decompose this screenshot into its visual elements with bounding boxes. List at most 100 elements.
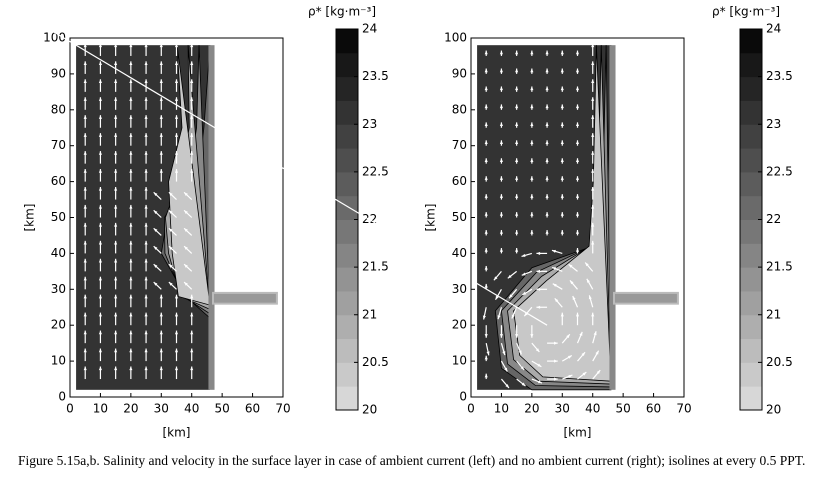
arrow-head bbox=[144, 115, 148, 119]
y-tick-label: 10 bbox=[51, 354, 66, 368]
arrow-head bbox=[83, 79, 87, 83]
arrow-head bbox=[530, 158, 534, 162]
arrow-head bbox=[499, 230, 503, 234]
arrow-head bbox=[83, 312, 87, 317]
arrow-head bbox=[537, 363, 542, 367]
arrow-head bbox=[545, 158, 549, 162]
arrow-head bbox=[515, 122, 519, 127]
arrow-head bbox=[114, 79, 118, 83]
arrow-head bbox=[535, 348, 540, 353]
arrow-head bbox=[569, 280, 574, 285]
y-tick-label: 30 bbox=[452, 282, 467, 296]
arrow-head bbox=[184, 210, 188, 214]
arrow-head bbox=[153, 228, 158, 232]
arrow-head bbox=[545, 194, 549, 198]
arrow-head bbox=[159, 79, 163, 83]
arrow-head bbox=[98, 43, 102, 48]
arrow-head bbox=[144, 276, 148, 281]
arrow-head bbox=[575, 50, 580, 55]
y-tick-label: 60 bbox=[51, 174, 66, 188]
arrow-head bbox=[511, 314, 515, 319]
arrow-head bbox=[190, 294, 194, 299]
arrow-head bbox=[484, 86, 488, 91]
arrow-head bbox=[83, 348, 87, 353]
arrow-head bbox=[98, 186, 102, 191]
arrow-head bbox=[129, 115, 133, 119]
arrow-head bbox=[484, 230, 488, 234]
arrow-head bbox=[144, 133, 148, 137]
arrow-head bbox=[174, 97, 179, 101]
arrow-head bbox=[581, 352, 586, 357]
arrow-head bbox=[174, 151, 179, 155]
arrow-head bbox=[159, 312, 163, 317]
arrow-head bbox=[575, 122, 580, 127]
arrow-head bbox=[190, 151, 194, 155]
arrow-head bbox=[554, 377, 558, 381]
arrow-head bbox=[499, 212, 503, 216]
arrow-head bbox=[575, 248, 580, 252]
arrow-head bbox=[536, 251, 541, 255]
colorbar-tick-label: 23.5 bbox=[362, 69, 389, 83]
arrow-head bbox=[484, 158, 488, 162]
outfall-pipe bbox=[212, 291, 278, 305]
arrow-head bbox=[575, 212, 580, 216]
arrow-head bbox=[83, 61, 87, 66]
colorbar-tick-label: 22 bbox=[362, 212, 377, 226]
arrow-head bbox=[484, 140, 488, 144]
colorbar-band bbox=[336, 362, 358, 387]
arrow-head bbox=[499, 86, 503, 91]
arrow-head bbox=[168, 192, 173, 197]
colorbar-band bbox=[740, 124, 762, 149]
arrow-head bbox=[159, 43, 163, 48]
outfall-pipe bbox=[613, 291, 679, 305]
colorbar-band bbox=[336, 171, 358, 197]
arrow-head bbox=[190, 169, 194, 173]
arrow-head bbox=[174, 348, 179, 353]
arrow-head bbox=[190, 79, 194, 83]
arrow-head bbox=[153, 192, 158, 197]
arrow-head bbox=[484, 68, 488, 73]
arrow-head bbox=[545, 140, 549, 144]
arrow-head bbox=[190, 348, 194, 353]
y-tick-label: 50 bbox=[51, 210, 66, 224]
arrow-head bbox=[114, 151, 118, 155]
arrow-head bbox=[579, 331, 583, 336]
arrow-head bbox=[591, 186, 595, 191]
arrow-head bbox=[591, 43, 595, 48]
colorbar-band bbox=[740, 290, 762, 316]
arrow-head bbox=[591, 204, 595, 209]
arrow-head bbox=[591, 151, 595, 155]
x-tick-label: 20 bbox=[524, 402, 539, 416]
arrow-head bbox=[83, 115, 87, 119]
colorbar-tick-label: 22.5 bbox=[766, 164, 793, 178]
arrow-head bbox=[174, 133, 179, 137]
arrow-head bbox=[83, 169, 87, 173]
arrow-head bbox=[144, 240, 148, 245]
arrow-head bbox=[495, 295, 499, 300]
arrow-head bbox=[184, 228, 188, 232]
arrow-head bbox=[129, 366, 133, 371]
arrow-head bbox=[530, 104, 534, 109]
arrow-head bbox=[515, 68, 519, 73]
arrow-head bbox=[129, 151, 133, 155]
arrow-head bbox=[159, 115, 163, 119]
colorbar-tick-label: 21.5 bbox=[766, 260, 793, 274]
arrow-head bbox=[190, 366, 194, 371]
arrow-head bbox=[482, 315, 486, 320]
x-tick-label: 50 bbox=[215, 402, 230, 416]
colorbar-tick-label: 23 bbox=[766, 117, 781, 131]
arrow-head bbox=[575, 68, 580, 73]
arrow-head bbox=[98, 366, 102, 371]
y-tick-label: 80 bbox=[51, 102, 66, 116]
arrow-head bbox=[144, 366, 148, 371]
arrow-head bbox=[174, 294, 179, 299]
arrow-head bbox=[153, 246, 158, 250]
arrow-head bbox=[174, 43, 179, 48]
x-tick-label: 10 bbox=[494, 402, 509, 416]
colorbar-band bbox=[740, 148, 762, 173]
y-axis-label: [km] bbox=[23, 203, 37, 231]
arrow-head bbox=[591, 222, 595, 227]
arrow-head bbox=[144, 61, 148, 66]
arrow-head bbox=[486, 351, 490, 356]
arrow-head bbox=[575, 230, 580, 234]
